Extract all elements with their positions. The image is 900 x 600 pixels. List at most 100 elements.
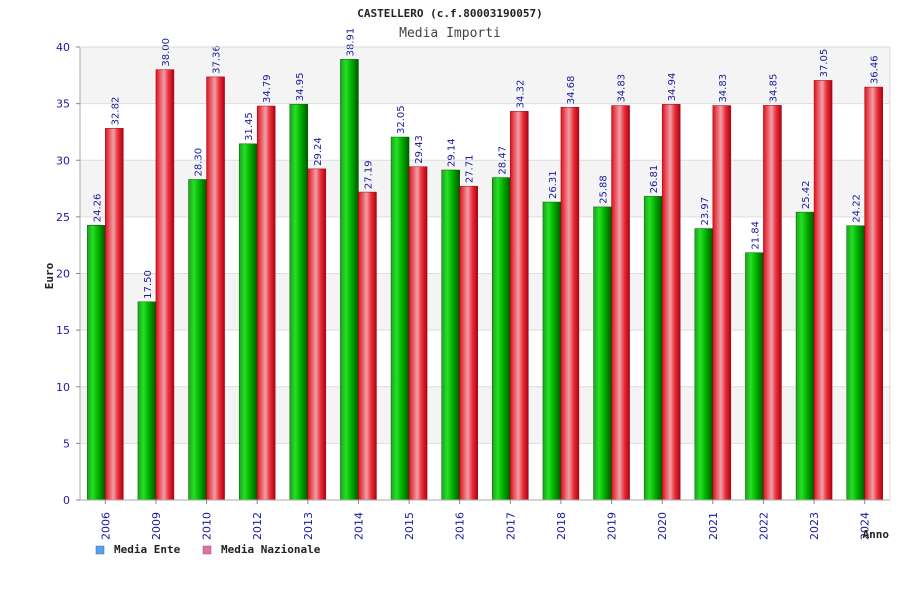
bar-media-ente-2009 [137, 301, 157, 501]
bar-media-nazionale-2018 [560, 106, 580, 501]
chart-subtitle: Media Importi [399, 26, 501, 41]
legend-label-media-nazionale: Media Nazionale [221, 543, 321, 556]
x-axis-ticks: 2006 2009 2010 2012 2013 2014 2015 2016 2017 2018… [99, 500, 872, 540]
x-tick-label-2010: 2010 [201, 512, 214, 540]
data-label-media-ente-2017: 28.47 [497, 146, 508, 175]
bar-media-nazionale-2023 [813, 80, 833, 501]
x-tick-label-2016: 2016 [454, 512, 467, 540]
x-tick-label-2009: 2009 [150, 512, 163, 540]
x-tick-label-2024: 2024 [859, 512, 872, 540]
legend-swatch-media-ente [95, 545, 105, 555]
data-label-media-ente-2018: 26.31 [548, 170, 559, 199]
data-label-media-nazionale-2016: 27.71 [465, 155, 476, 184]
data-label-media-nazionale-2019: 34.83 [617, 74, 628, 103]
data-label-media-nazionale-2006: 32.82 [110, 97, 121, 126]
bar-media-ente-2014 [340, 59, 359, 501]
data-label-media-nazionale-2014: 27.19 [363, 160, 374, 189]
bar-media-ente-2021 [694, 228, 714, 501]
bar-media-ente-2016 [441, 169, 460, 501]
bar-media-nazionale-2014 [358, 191, 377, 501]
data-label-media-ente-2013: 34.95 [295, 73, 306, 102]
x-tick-label-2015: 2015 [403, 512, 416, 540]
x-tick-label-2019: 2019 [606, 512, 619, 540]
bar-media-ente-2022 [745, 252, 764, 501]
data-label-media-nazionale-2021: 34.83 [718, 74, 729, 103]
data-label-media-ente-2015: 32.05 [396, 105, 407, 134]
x-tick-label-2017: 2017 [504, 512, 517, 540]
bar-media-nazionale-2020 [661, 104, 681, 501]
x-tick-label-2018: 2018 [555, 512, 568, 540]
legend: Media Ente Media Nazionale [95, 543, 321, 556]
bar-media-ente-2013 [289, 103, 309, 501]
data-label-media-nazionale-2022: 34.85 [768, 74, 779, 103]
data-label-media-ente-2023: 25.42 [801, 180, 812, 209]
legend-swatch-media-nazionale [202, 545, 212, 555]
y-tick-label: 25 [56, 211, 70, 224]
y-tick-label: 15 [56, 324, 70, 337]
y-tick-label: 10 [56, 381, 70, 394]
x-axis-label: Anno [863, 528, 890, 541]
data-labels-group: 24.26 32.82 17.50 38.00 28.30 37.36 31.45 34.79… [92, 28, 880, 299]
y-axis-label: Euro [43, 262, 56, 289]
data-label-media-ente-2021: 23.97 [700, 197, 711, 226]
data-label-media-ente-2014: 38.91 [345, 28, 356, 57]
bar-media-ente-2015 [390, 136, 410, 501]
bar-media-nazionale-2012 [256, 105, 276, 501]
x-tick-label-2020: 2020 [656, 512, 669, 540]
bar-media-nazionale-2013 [307, 168, 327, 501]
bar-media-nazionale-2010 [206, 76, 225, 501]
chart-title: CASTELLERO (c.f.80003190057) [357, 7, 542, 20]
bar-media-ente-2018 [542, 201, 562, 501]
x-tick-label-2006: 2006 [99, 512, 112, 540]
y-tick-label: 5 [63, 437, 70, 450]
y-tick-label: 30 [56, 154, 70, 167]
x-tick-label-2021: 2021 [707, 512, 720, 540]
data-label-media-ente-2010: 28.30 [194, 148, 205, 177]
x-tick-label-2013: 2013 [302, 512, 315, 540]
bar-media-nazionale-2021 [712, 105, 732, 501]
data-label-media-ente-2006: 24.26 [92, 194, 103, 223]
bar-media-nazionale-2006 [105, 128, 124, 501]
bar-media-ente-2023 [795, 211, 815, 501]
data-label-media-nazionale-2015: 29.43 [414, 135, 425, 164]
data-label-media-ente-2012: 31.45 [244, 112, 255, 141]
x-tick-label-2022: 2022 [757, 512, 770, 540]
data-label-media-nazionale-2013: 29.24 [313, 137, 324, 166]
bar-media-ente-2010 [188, 179, 207, 501]
data-label-media-ente-2024: 24.22 [852, 194, 863, 223]
bar-media-nazionale-2022 [763, 105, 782, 501]
y-tick-label: 0 [63, 494, 70, 507]
x-tick-label-2012: 2012 [251, 512, 264, 540]
bar-media-ente-2024 [846, 225, 865, 501]
data-label-media-nazionale-2012: 34.79 [262, 74, 273, 103]
bar-media-ente-2012 [238, 143, 258, 501]
data-label-media-nazionale-2010: 37.36 [212, 45, 223, 74]
y-tick-label: 40 [56, 41, 70, 54]
data-label-media-ente-2020: 26.81 [649, 165, 660, 194]
data-label-media-ente-2022: 21.84 [750, 221, 761, 250]
data-label-media-nazionale-2009: 38.00 [161, 38, 172, 67]
bar-media-nazionale-2016 [459, 185, 478, 501]
data-label-media-nazionale-2018: 34.68 [566, 76, 577, 105]
y-tick-label: 35 [56, 98, 70, 111]
data-label-media-nazionale-2017: 34.32 [515, 80, 526, 109]
data-label-media-nazionale-2024: 36.46 [870, 55, 881, 84]
bar-media-nazionale-2009 [155, 69, 175, 501]
data-label-media-ente-2009: 17.50 [143, 270, 154, 299]
data-label-media-ente-2019: 25.88 [599, 175, 610, 204]
bar-media-nazionale-2024 [864, 86, 883, 501]
data-label-media-nazionale-2023: 37.05 [819, 49, 830, 78]
legend-label-media-ente: Media Ente [114, 543, 181, 556]
bar-media-ente-2017 [492, 177, 511, 501]
bar-media-nazionale-2019 [611, 105, 630, 501]
bar-media-nazionale-2015 [408, 166, 428, 501]
bar-media-ente-2006 [87, 225, 106, 501]
x-tick-label-2023: 2023 [808, 512, 821, 540]
bar-media-ente-2020 [643, 196, 663, 501]
x-tick-label-2014: 2014 [352, 512, 365, 540]
bar-media-nazionale-2017 [510, 111, 529, 501]
y-axis-ticks: 0 5 10 15 20 25 30 35 40 [56, 41, 80, 507]
data-label-media-ente-2016: 29.14 [447, 138, 458, 167]
bars-group [87, 59, 883, 501]
